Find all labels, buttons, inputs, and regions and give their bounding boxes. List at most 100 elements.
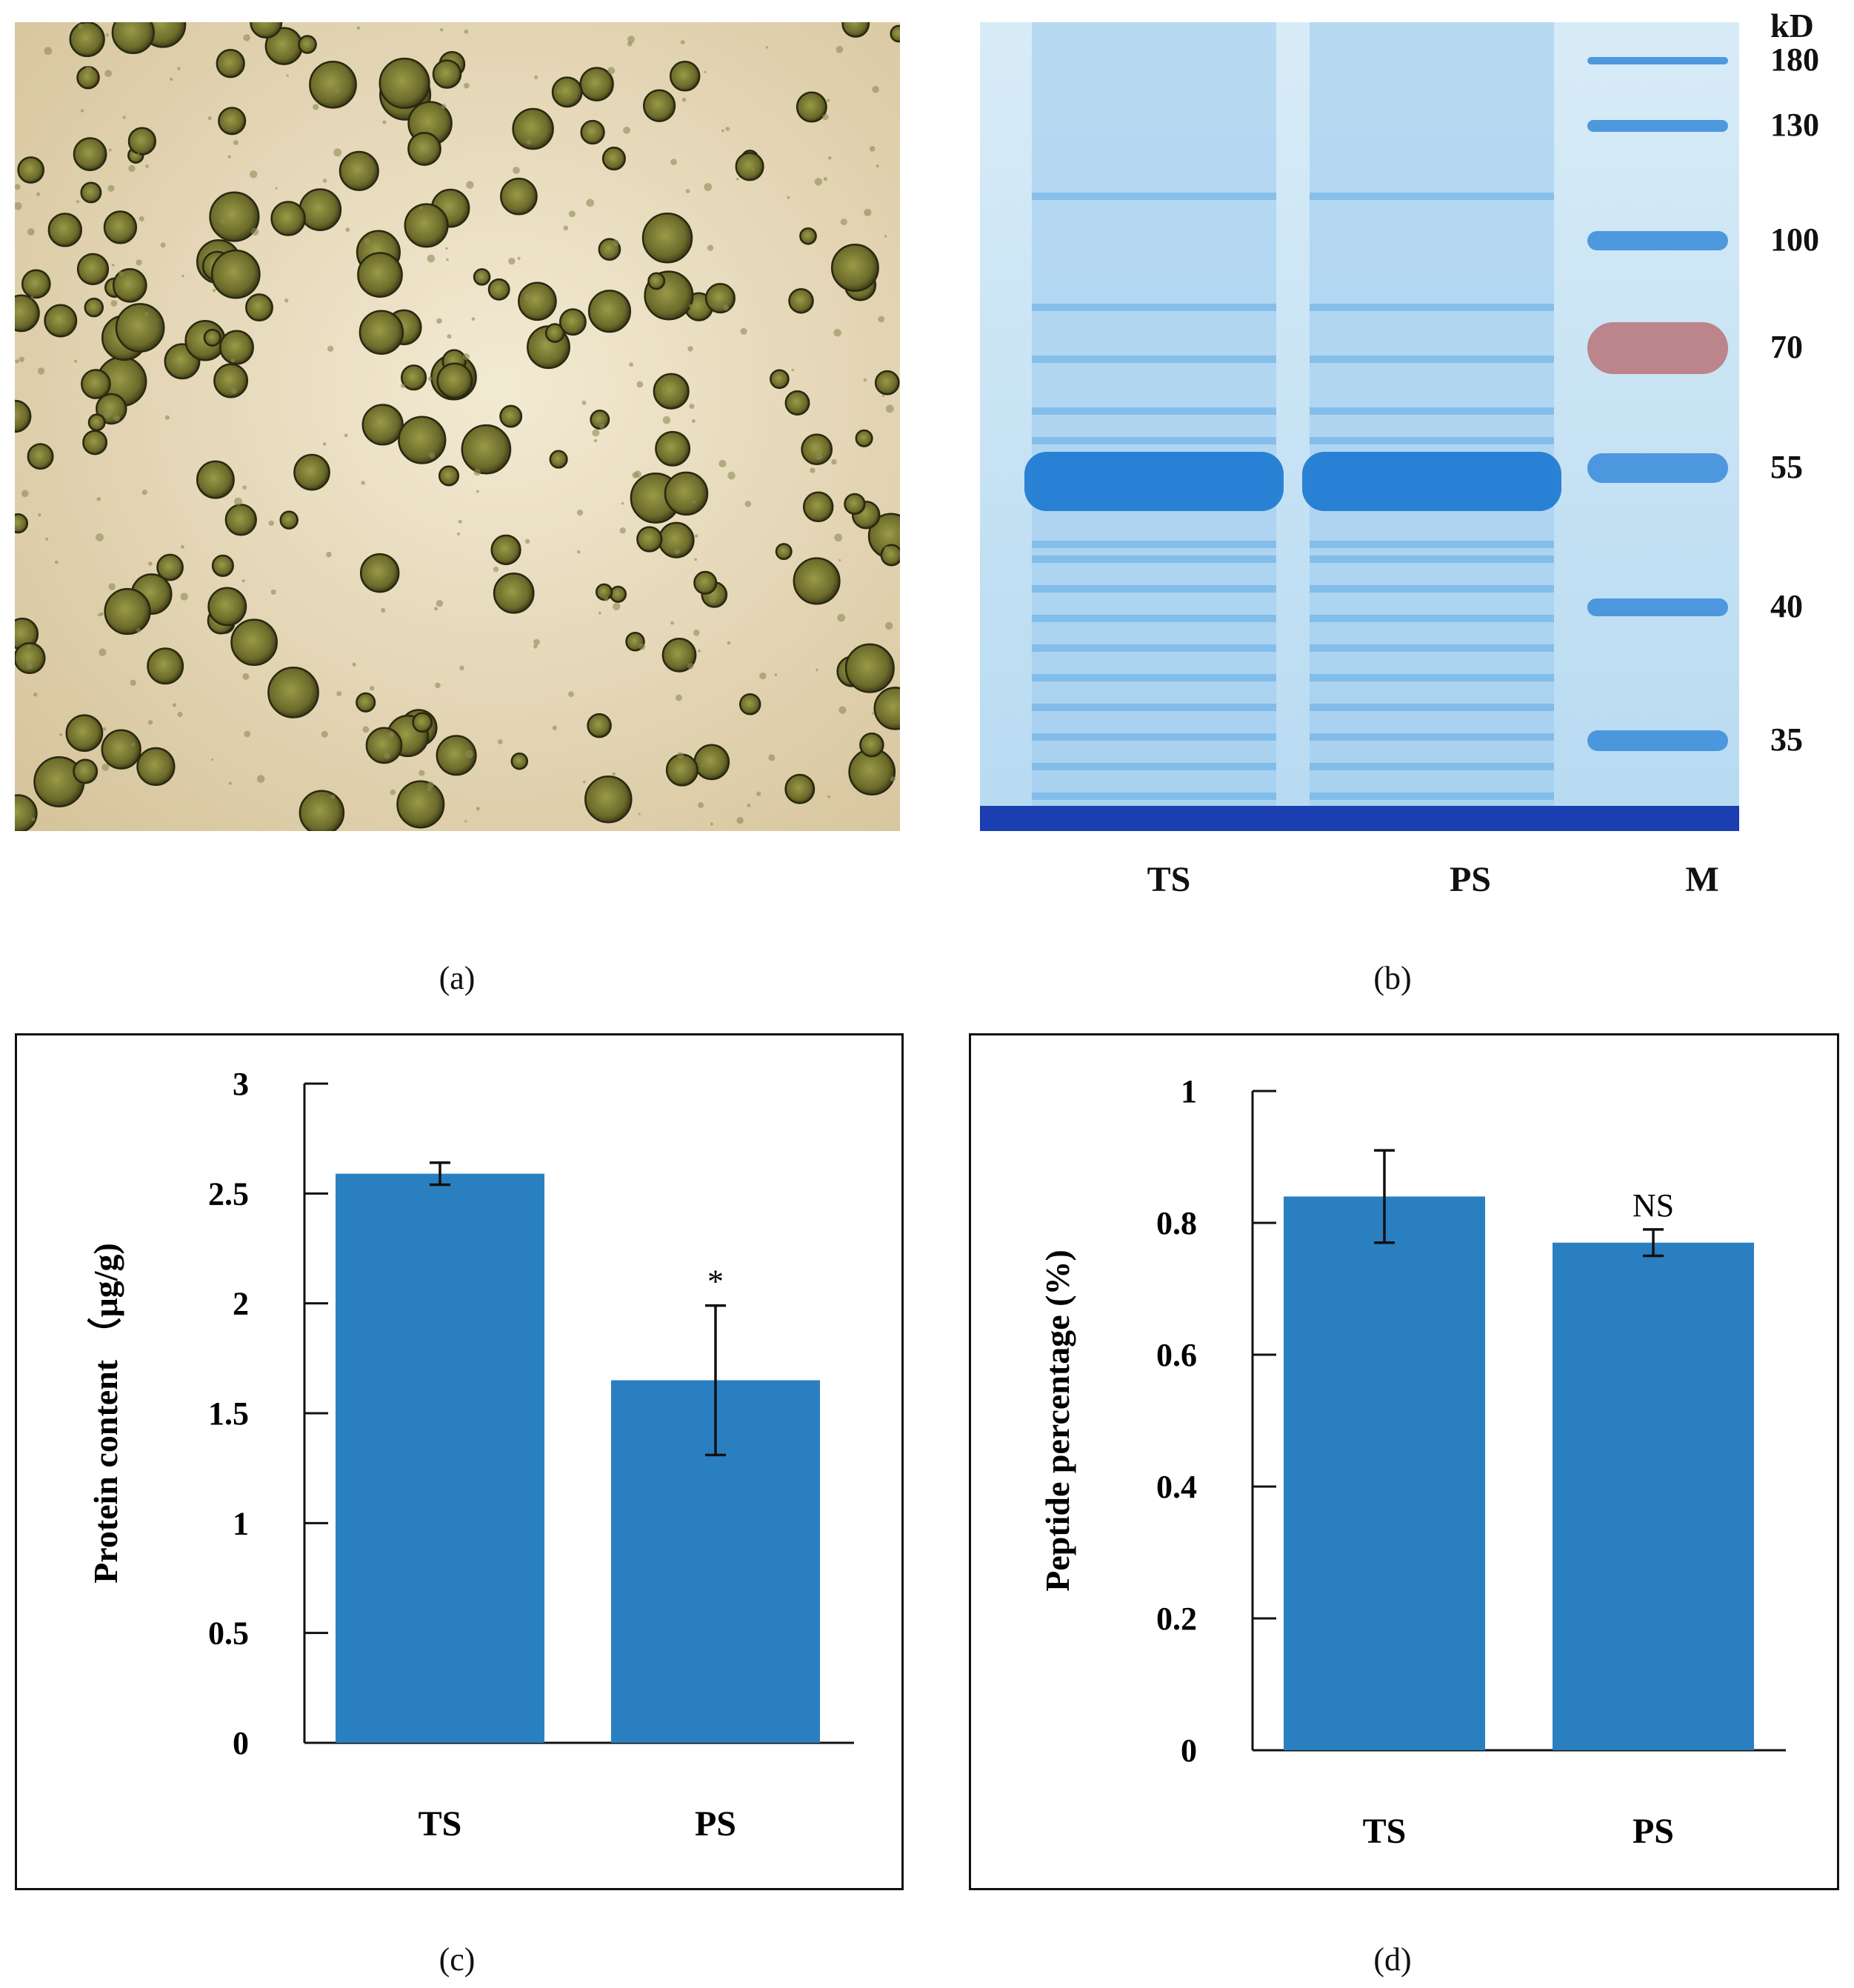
debris-particle [458, 519, 462, 524]
marker-label-55: 55 [1770, 449, 1803, 485]
cell [218, 107, 247, 136]
gel-minor-band [1310, 556, 1554, 563]
cell [473, 268, 491, 286]
debris-particle [863, 378, 867, 382]
debris-particle [836, 46, 844, 53]
cell [15, 294, 40, 333]
marker-label-130: 130 [1770, 107, 1819, 143]
debris-particle [170, 77, 173, 81]
debris-particle [177, 711, 183, 718]
debris-particle [471, 317, 476, 321]
debris-particle [698, 802, 704, 809]
cell [47, 213, 82, 247]
cell [642, 89, 676, 122]
cell [665, 753, 698, 787]
debris-particle [704, 70, 707, 73]
debris-particle [612, 239, 619, 247]
debris-particle [141, 490, 147, 496]
debris-particle [533, 644, 538, 649]
category-label-ts: TS [1363, 1812, 1407, 1851]
y-axis-label: Protein content （μg/g) [87, 1243, 124, 1584]
bar-ts [336, 1173, 544, 1743]
debris-particle [384, 753, 390, 759]
cell [647, 272, 666, 290]
debris-particle [872, 85, 879, 93]
cell [655, 430, 691, 467]
debris-particle [787, 196, 790, 199]
debris-particle [556, 89, 561, 94]
debris-particle [612, 772, 616, 776]
debris-particle [327, 345, 334, 352]
cell [81, 369, 111, 399]
cell [101, 729, 141, 770]
cell [801, 433, 833, 466]
debris-particle [326, 551, 332, 558]
cell [669, 61, 701, 92]
debris-particle [598, 611, 601, 615]
cell [356, 692, 376, 713]
gel-minor-band [1310, 674, 1554, 681]
debris-particle [517, 256, 521, 260]
y-tick-label: 2.5 [208, 1175, 249, 1212]
marker-band-70 [1587, 322, 1728, 374]
category-label-ts: TS [419, 1804, 462, 1844]
debris-particle [105, 33, 110, 37]
debris-particle [568, 210, 576, 218]
gel-lane-ps [1310, 22, 1554, 831]
cell [636, 526, 663, 553]
cell [203, 328, 221, 347]
protein-content-chart-svg: 0 0.5 1 1.5 2 2.5 3 Protein content （μg/g) TS * PS [87, 1066, 854, 1844]
debris-particle [623, 127, 630, 134]
debris-particle [827, 795, 830, 798]
debris-particle [636, 381, 644, 388]
debris-particle [727, 641, 731, 645]
debris-particle [147, 720, 153, 725]
debris-particle [878, 316, 885, 323]
debris-particle [122, 116, 126, 119]
y-tick-label: 0 [233, 1725, 249, 1761]
debris-particle [465, 750, 473, 758]
debris-particle [400, 383, 406, 388]
debris-particle [33, 693, 38, 697]
cell [874, 370, 900, 396]
debris-particle [270, 589, 276, 595]
cell [841, 22, 870, 38]
debris-particle [419, 206, 423, 210]
debris-particle [445, 247, 448, 250]
debris-particle [701, 764, 704, 767]
debris-particle [364, 238, 370, 244]
lane-label-m: M [1685, 860, 1719, 899]
cell [279, 510, 299, 530]
debris-particle [361, 481, 366, 485]
cell [493, 572, 535, 614]
debris-particle [632, 472, 638, 478]
cell [136, 747, 176, 787]
debris-particle [108, 148, 112, 152]
cell [641, 213, 693, 264]
debris-particle [220, 219, 225, 224]
cell [209, 191, 260, 242]
cell [438, 465, 460, 487]
debris-particle [145, 164, 149, 168]
cell [87, 413, 106, 432]
y-tick-label: 0.4 [1156, 1469, 1197, 1505]
debris-particle [693, 630, 700, 636]
debris-particle [816, 668, 818, 672]
cell [855, 429, 873, 447]
cell [735, 152, 764, 181]
marker-label-35: 35 [1770, 721, 1803, 758]
cell [76, 253, 110, 285]
cell [404, 203, 449, 248]
cell [219, 330, 254, 365]
debris-particle [59, 733, 63, 736]
debris-particle [172, 703, 177, 707]
debris-particle [233, 140, 239, 145]
gel-minor-band [1310, 644, 1554, 652]
debris-particle [243, 34, 250, 41]
debris-particle [744, 501, 752, 507]
debris-particle [181, 274, 184, 278]
y-tick-label: 0.8 [1156, 1205, 1197, 1241]
debris-particle [104, 70, 112, 77]
debris-particle [284, 298, 289, 303]
debris-particle [345, 227, 350, 232]
